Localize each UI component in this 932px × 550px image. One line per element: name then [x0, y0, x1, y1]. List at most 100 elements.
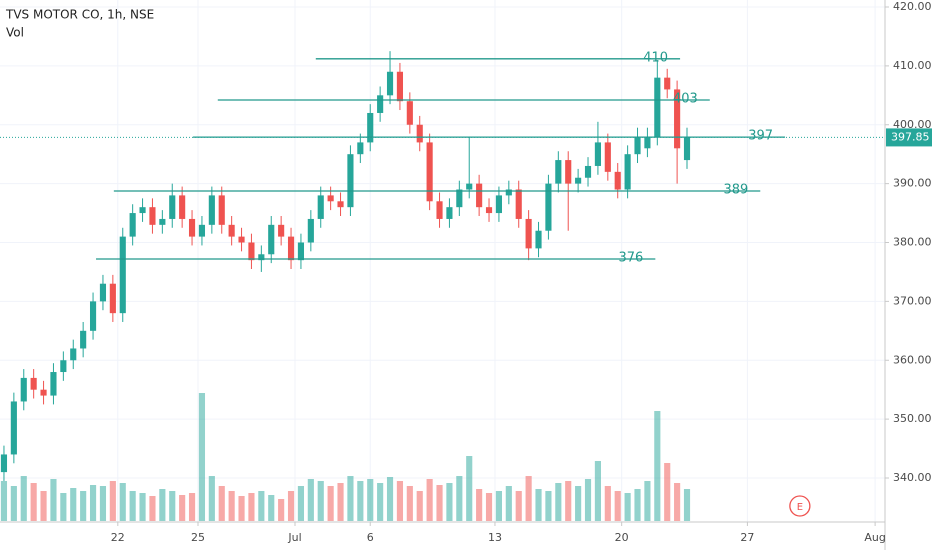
- candle-body: [228, 224, 235, 237]
- volume-bar: [337, 483, 344, 521]
- volume-bar: [159, 489, 166, 521]
- volume-bar: [40, 491, 47, 521]
- volume-bar: [495, 491, 502, 521]
- candle-body: [406, 101, 413, 125]
- candle-body: [386, 71, 394, 96]
- x-tick-label: 22: [111, 531, 125, 544]
- candle-body: [70, 348, 77, 361]
- candle-body: [525, 218, 532, 249]
- candle-body: [208, 195, 215, 225]
- candle-body: [139, 207, 146, 214]
- volume-bar: [198, 393, 206, 521]
- candle-body: [30, 377, 37, 390]
- volume-bar: [436, 485, 443, 521]
- volume-bar: [446, 483, 453, 521]
- y-tick-label: 390.00: [893, 177, 932, 190]
- candle-body: [159, 218, 166, 225]
- grid: [0, 0, 885, 522]
- x-tick-label: Jul: [287, 531, 301, 544]
- candle-body: [594, 142, 601, 166]
- volume-bar: [248, 493, 255, 521]
- volume-bar: [377, 483, 384, 521]
- candle-body: [584, 165, 592, 178]
- volume-bar: [169, 491, 176, 521]
- volume-bar: [575, 486, 582, 521]
- last-price-box: [886, 128, 932, 147]
- volume-bar: [99, 486, 107, 521]
- candle-body: [268, 224, 275, 255]
- volume-bar: [525, 476, 532, 521]
- event-marker-label: E: [797, 502, 803, 513]
- volume-bar: [287, 491, 295, 521]
- candle-body: [109, 283, 116, 314]
- volume-bar: [683, 489, 691, 521]
- volume-bar: [208, 476, 215, 521]
- candle-body: [20, 377, 27, 402]
- last-price-label: 397.85: [891, 130, 930, 143]
- volume-bar: [634, 489, 641, 521]
- y-tick-label: 350.00: [893, 412, 932, 425]
- candle-body: [565, 160, 572, 184]
- volume-bar: [535, 489, 542, 521]
- levels: 410 403 397 389 376: [0, 50, 885, 265]
- volume-bar: [604, 486, 611, 521]
- candle-body: [169, 195, 176, 219]
- volume-bar: [545, 491, 552, 521]
- x-tick-label: 20: [615, 531, 629, 544]
- candle-body: [456, 189, 463, 208]
- candle-body: [0, 454, 8, 473]
- level-label: 389: [723, 182, 748, 197]
- candle-body: [50, 372, 57, 396]
- candle-body: [644, 136, 651, 149]
- candle-body: [545, 183, 552, 231]
- volume-bar: [505, 486, 512, 521]
- volume-bar: [456, 476, 463, 521]
- volume-bar: [367, 479, 374, 521]
- volume-bar: [594, 461, 601, 521]
- volume-bar: [347, 476, 354, 521]
- candle-body: [495, 195, 502, 214]
- volume-bar: [644, 481, 651, 521]
- y-tick-label: 400.00: [893, 118, 932, 131]
- candle-body: [664, 77, 671, 90]
- volume-bar: [188, 493, 196, 521]
- candle-body: [129, 213, 136, 237]
- level-label: 397: [748, 129, 773, 144]
- candle-body: [149, 207, 156, 225]
- volume-bar: [426, 479, 433, 521]
- y-tick-label: 420.00: [893, 0, 932, 13]
- candle-body: [446, 207, 453, 219]
- y-tick-label: 340.00: [893, 471, 932, 484]
- y-tick-label: 360.00: [893, 353, 932, 366]
- candle-body: [10, 401, 17, 455]
- candle-body: [119, 236, 126, 314]
- candle-body: [367, 112, 374, 143]
- candle-body: [218, 195, 225, 225]
- axes: 340.00 350.00 360.00 370.00 380.00 390.00 400.…: [111, 0, 932, 544]
- volume-bar: [406, 486, 413, 521]
- volume-bar: [218, 486, 225, 521]
- level-label: 410: [643, 50, 668, 65]
- volume-bar: [179, 495, 186, 521]
- volume-bar: [664, 463, 671, 521]
- y-tick-label: 410.00: [893, 59, 932, 72]
- candle-body: [60, 360, 67, 373]
- volume-bar: [278, 499, 285, 521]
- candle-body: [198, 224, 206, 237]
- candle-body: [426, 142, 433, 202]
- volume-bar: [50, 479, 57, 521]
- volume-bar: [466, 456, 473, 521]
- volume-bar: [129, 491, 136, 521]
- candle-body: [614, 171, 621, 190]
- volume-bar: [119, 483, 126, 521]
- candle-body: [416, 124, 423, 143]
- x-tick-label: 13: [488, 531, 502, 544]
- candle-body: [535, 230, 542, 249]
- volume-bar: [624, 493, 631, 521]
- y-tick-label: 370.00: [893, 294, 932, 307]
- candle-body: [476, 183, 483, 208]
- candle-body: [436, 201, 443, 219]
- candle-body: [337, 201, 344, 208]
